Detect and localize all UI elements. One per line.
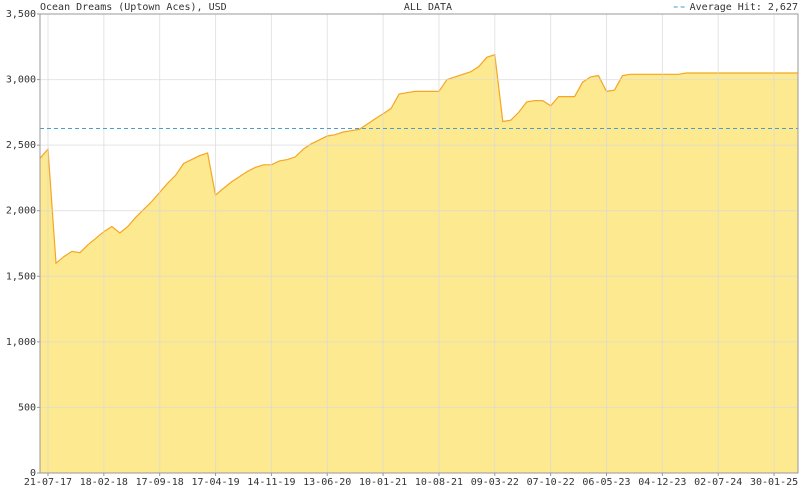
y-tick-label: 500 <box>18 402 36 413</box>
plot-frame <box>39 13 799 474</box>
x-tick-label: 09-03-22 <box>471 477 519 488</box>
x-tick-label: 02-07-24 <box>694 477 742 488</box>
x-tick-label: 06-05-23 <box>582 477 630 488</box>
x-tick-label: 30-01-25 <box>750 477 798 488</box>
x-tick-label: 18-02-18 <box>80 477 128 488</box>
y-tick-label: 3,500 <box>6 9 36 20</box>
y-tick-label: 2,000 <box>6 206 36 217</box>
y-tick-label: 1,500 <box>6 271 36 282</box>
x-tick-label: 14-11-19 <box>247 477 295 488</box>
y-tick-label: 0 <box>30 468 36 479</box>
average-value: 2,627 <box>768 2 798 13</box>
average-label: Average Hit: <box>690 2 762 13</box>
chart-title: Ocean Dreams (Uptown Aces), USD <box>40 2 227 13</box>
x-tick-label: 17-09-18 <box>136 477 184 488</box>
y-tick-label: 3,000 <box>6 75 36 86</box>
x-tick-label: 04-12-23 <box>638 477 686 488</box>
x-tick-label: 13-06-20 <box>303 477 351 488</box>
x-tick-label: 17-04-19 <box>191 477 239 488</box>
x-tick-label: 10-08-21 <box>415 477 463 488</box>
area <box>40 54 798 473</box>
x-tick-label: 21-07-17 <box>24 477 72 488</box>
y-tick-label: 1,000 <box>6 337 36 348</box>
line <box>39 53 798 265</box>
y-tick-label: 2,500 <box>6 140 36 151</box>
chart-subtitle: ALL DATA <box>404 2 452 13</box>
x-tick-label: 07-10-22 <box>527 477 575 488</box>
x-tick-label: 10-01-21 <box>359 477 407 488</box>
